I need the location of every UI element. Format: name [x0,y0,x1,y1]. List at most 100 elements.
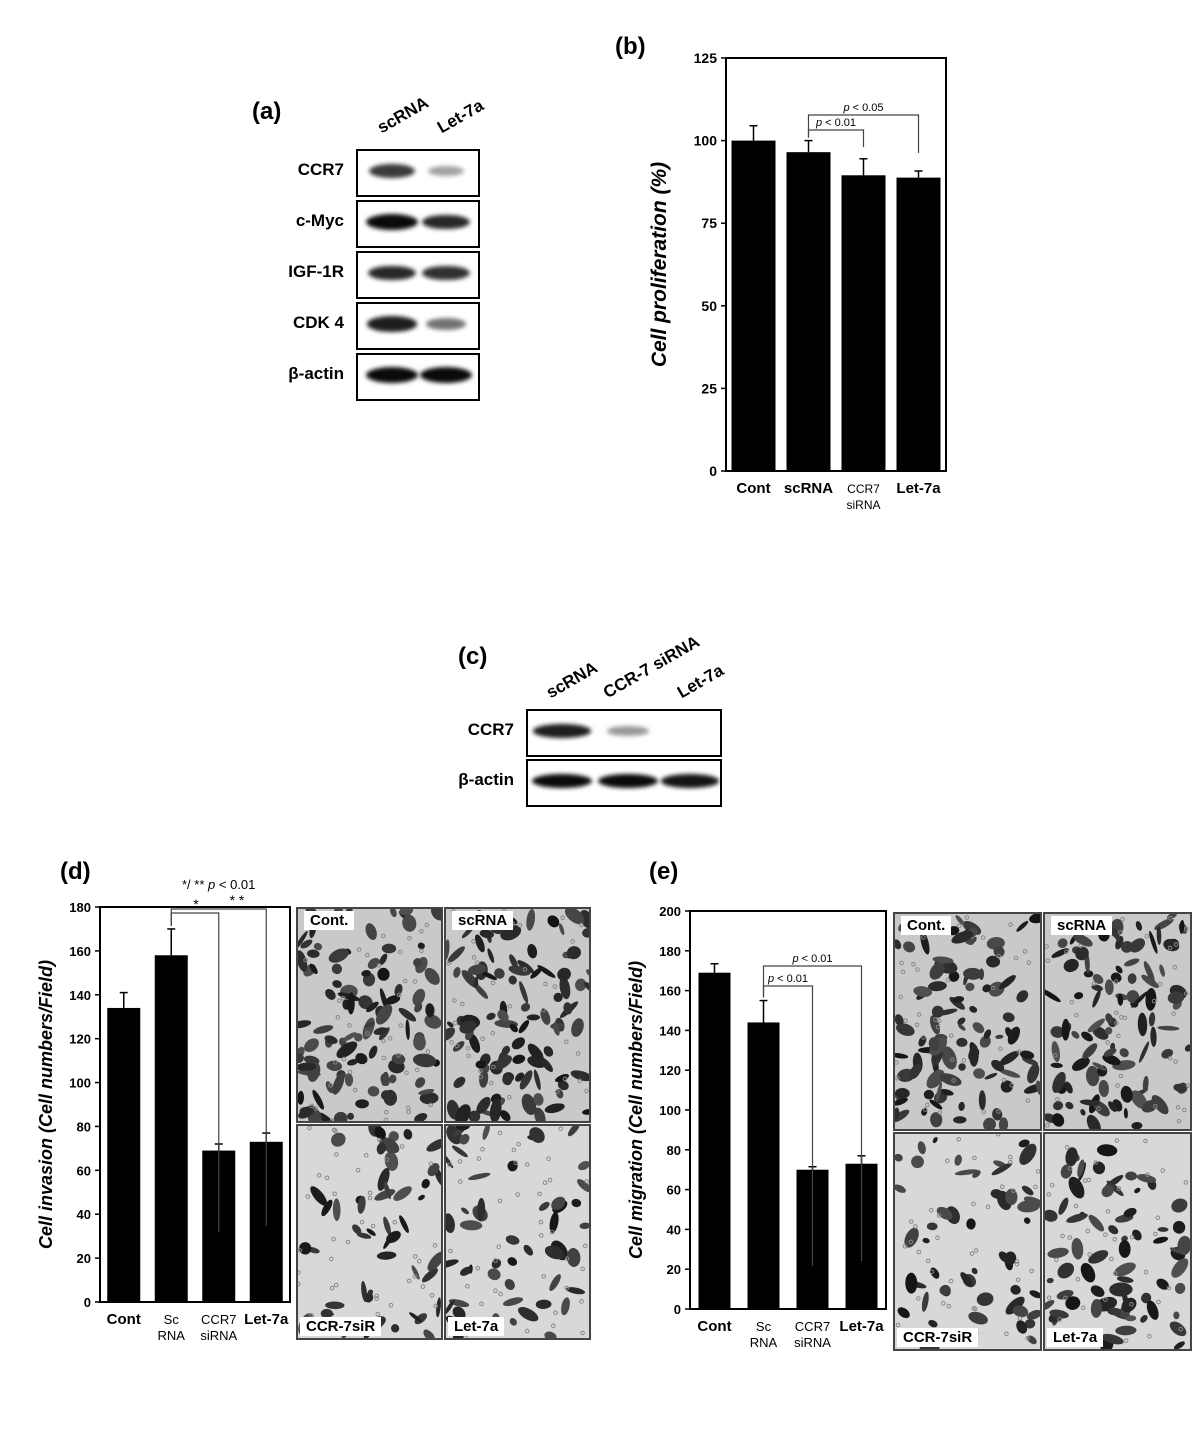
stained-cell [1184,1044,1190,1052]
significance-label: p < 0.01 [767,973,808,985]
membrane-pore [539,1233,544,1238]
category-label: RNA [750,1335,778,1350]
stained-cell [325,1301,345,1310]
membrane-pore [1074,1013,1079,1018]
stained-cell [1136,1174,1157,1183]
membrane-pore [479,1301,484,1307]
membrane-pore [1168,916,1173,921]
membrane-pore [1105,1040,1111,1045]
significance-bracket [170,908,267,1226]
stained-cell [1016,990,1029,1003]
membrane-pore [946,1303,952,1309]
category-label: RNA [158,1328,186,1343]
stained-cell [313,942,323,951]
stained-cell [368,1045,378,1059]
stained-cell [1023,1196,1040,1208]
significance-note: */ ** p < 0.01 [182,877,255,892]
micrograph-label: Let-7a [1047,1328,1104,1347]
membrane-pore [490,980,496,986]
stained-cell [307,949,320,958]
membrane-pore [524,1328,530,1334]
membrane-pore [579,922,584,928]
stained-cell [928,1319,938,1328]
stained-cell [935,1082,943,1103]
membrane-pore [1045,958,1051,964]
stained-cell [1000,1080,1013,1093]
membrane-pore [549,1229,555,1235]
stained-cell [1064,1081,1073,1094]
stained-cell [929,962,945,980]
blot-c-column-label-scrna: scRNA [543,657,601,703]
stained-cell [932,1137,938,1144]
membrane-pore [577,1078,582,1084]
membrane-pore [384,1109,389,1115]
stained-cell [512,1054,526,1064]
membrane-pore [493,1258,498,1263]
membrane-pore [1151,998,1157,1004]
stained-cell [1126,990,1140,1004]
stained-cell [571,1198,582,1208]
stained-cell [982,984,992,993]
membrane-pore [1017,1316,1023,1321]
stained-cell [421,1178,430,1189]
stained-cell [355,1099,369,1109]
membrane-pore [936,1018,942,1024]
stained-cell [447,1021,454,1028]
membrane-pore [552,984,558,989]
stained-cell [502,1074,513,1086]
stained-cell [953,1116,967,1124]
stained-cell [557,967,571,981]
membrane-pore [1035,1169,1040,1174]
stained-cell [1159,964,1165,977]
blot-a-column-label-let7a: Let-7a [434,95,487,138]
stained-cell [482,1126,491,1140]
membrane-pore [921,935,926,940]
stained-cell [1024,1319,1036,1329]
stained-cell [487,948,495,963]
membrane-pore [1144,933,1150,939]
category-label: CCR7 [795,1319,830,1334]
cell-stain-texture [298,1126,441,1338]
category-label: Cont [736,480,770,497]
stained-cell [1124,958,1140,967]
membrane-pore [937,1110,943,1115]
significance-bracket [762,965,863,1261]
stained-cell [414,1113,428,1121]
membrane-pore [1008,922,1013,927]
stained-cell [535,1299,552,1310]
stained-cell [1106,1180,1124,1197]
stained-cell [911,1155,924,1169]
membrane-pore [560,915,565,920]
membrane-pore [329,1256,334,1262]
membrane-pore [543,981,548,987]
stained-cell [1143,961,1155,983]
membrane-pore [1113,979,1119,984]
stained-cell [451,1145,468,1158]
stained-cell [966,1218,976,1230]
blot-strip-actin [526,759,722,807]
stained-cell [1177,1235,1190,1256]
stained-cell [955,915,965,926]
y-axis-label: Cell invasion (Cell numbers/Field) [36,960,56,1249]
stained-cell [1148,1012,1156,1027]
membrane-pore [298,1281,301,1287]
membrane-pore [493,1288,498,1293]
membrane-pore [448,1248,453,1254]
stained-cell [555,1074,569,1083]
membrane-pore [1184,926,1189,931]
stained-cell [1115,965,1123,974]
stained-cell [1171,1198,1188,1213]
stained-cell [519,981,529,1004]
membrane-pore [1183,991,1189,996]
stained-cell [939,1073,962,1086]
stained-cell [552,1022,560,1036]
stained-cell [477,1197,486,1222]
stained-cell [517,1307,539,1322]
stained-cell [547,915,560,928]
membrane-pore [1022,949,1028,954]
membrane-pore [352,1087,358,1093]
membrane-pore [898,994,903,1000]
membrane-pore [497,1130,503,1136]
stained-cell [895,1107,900,1120]
stained-cell [405,1019,410,1040]
